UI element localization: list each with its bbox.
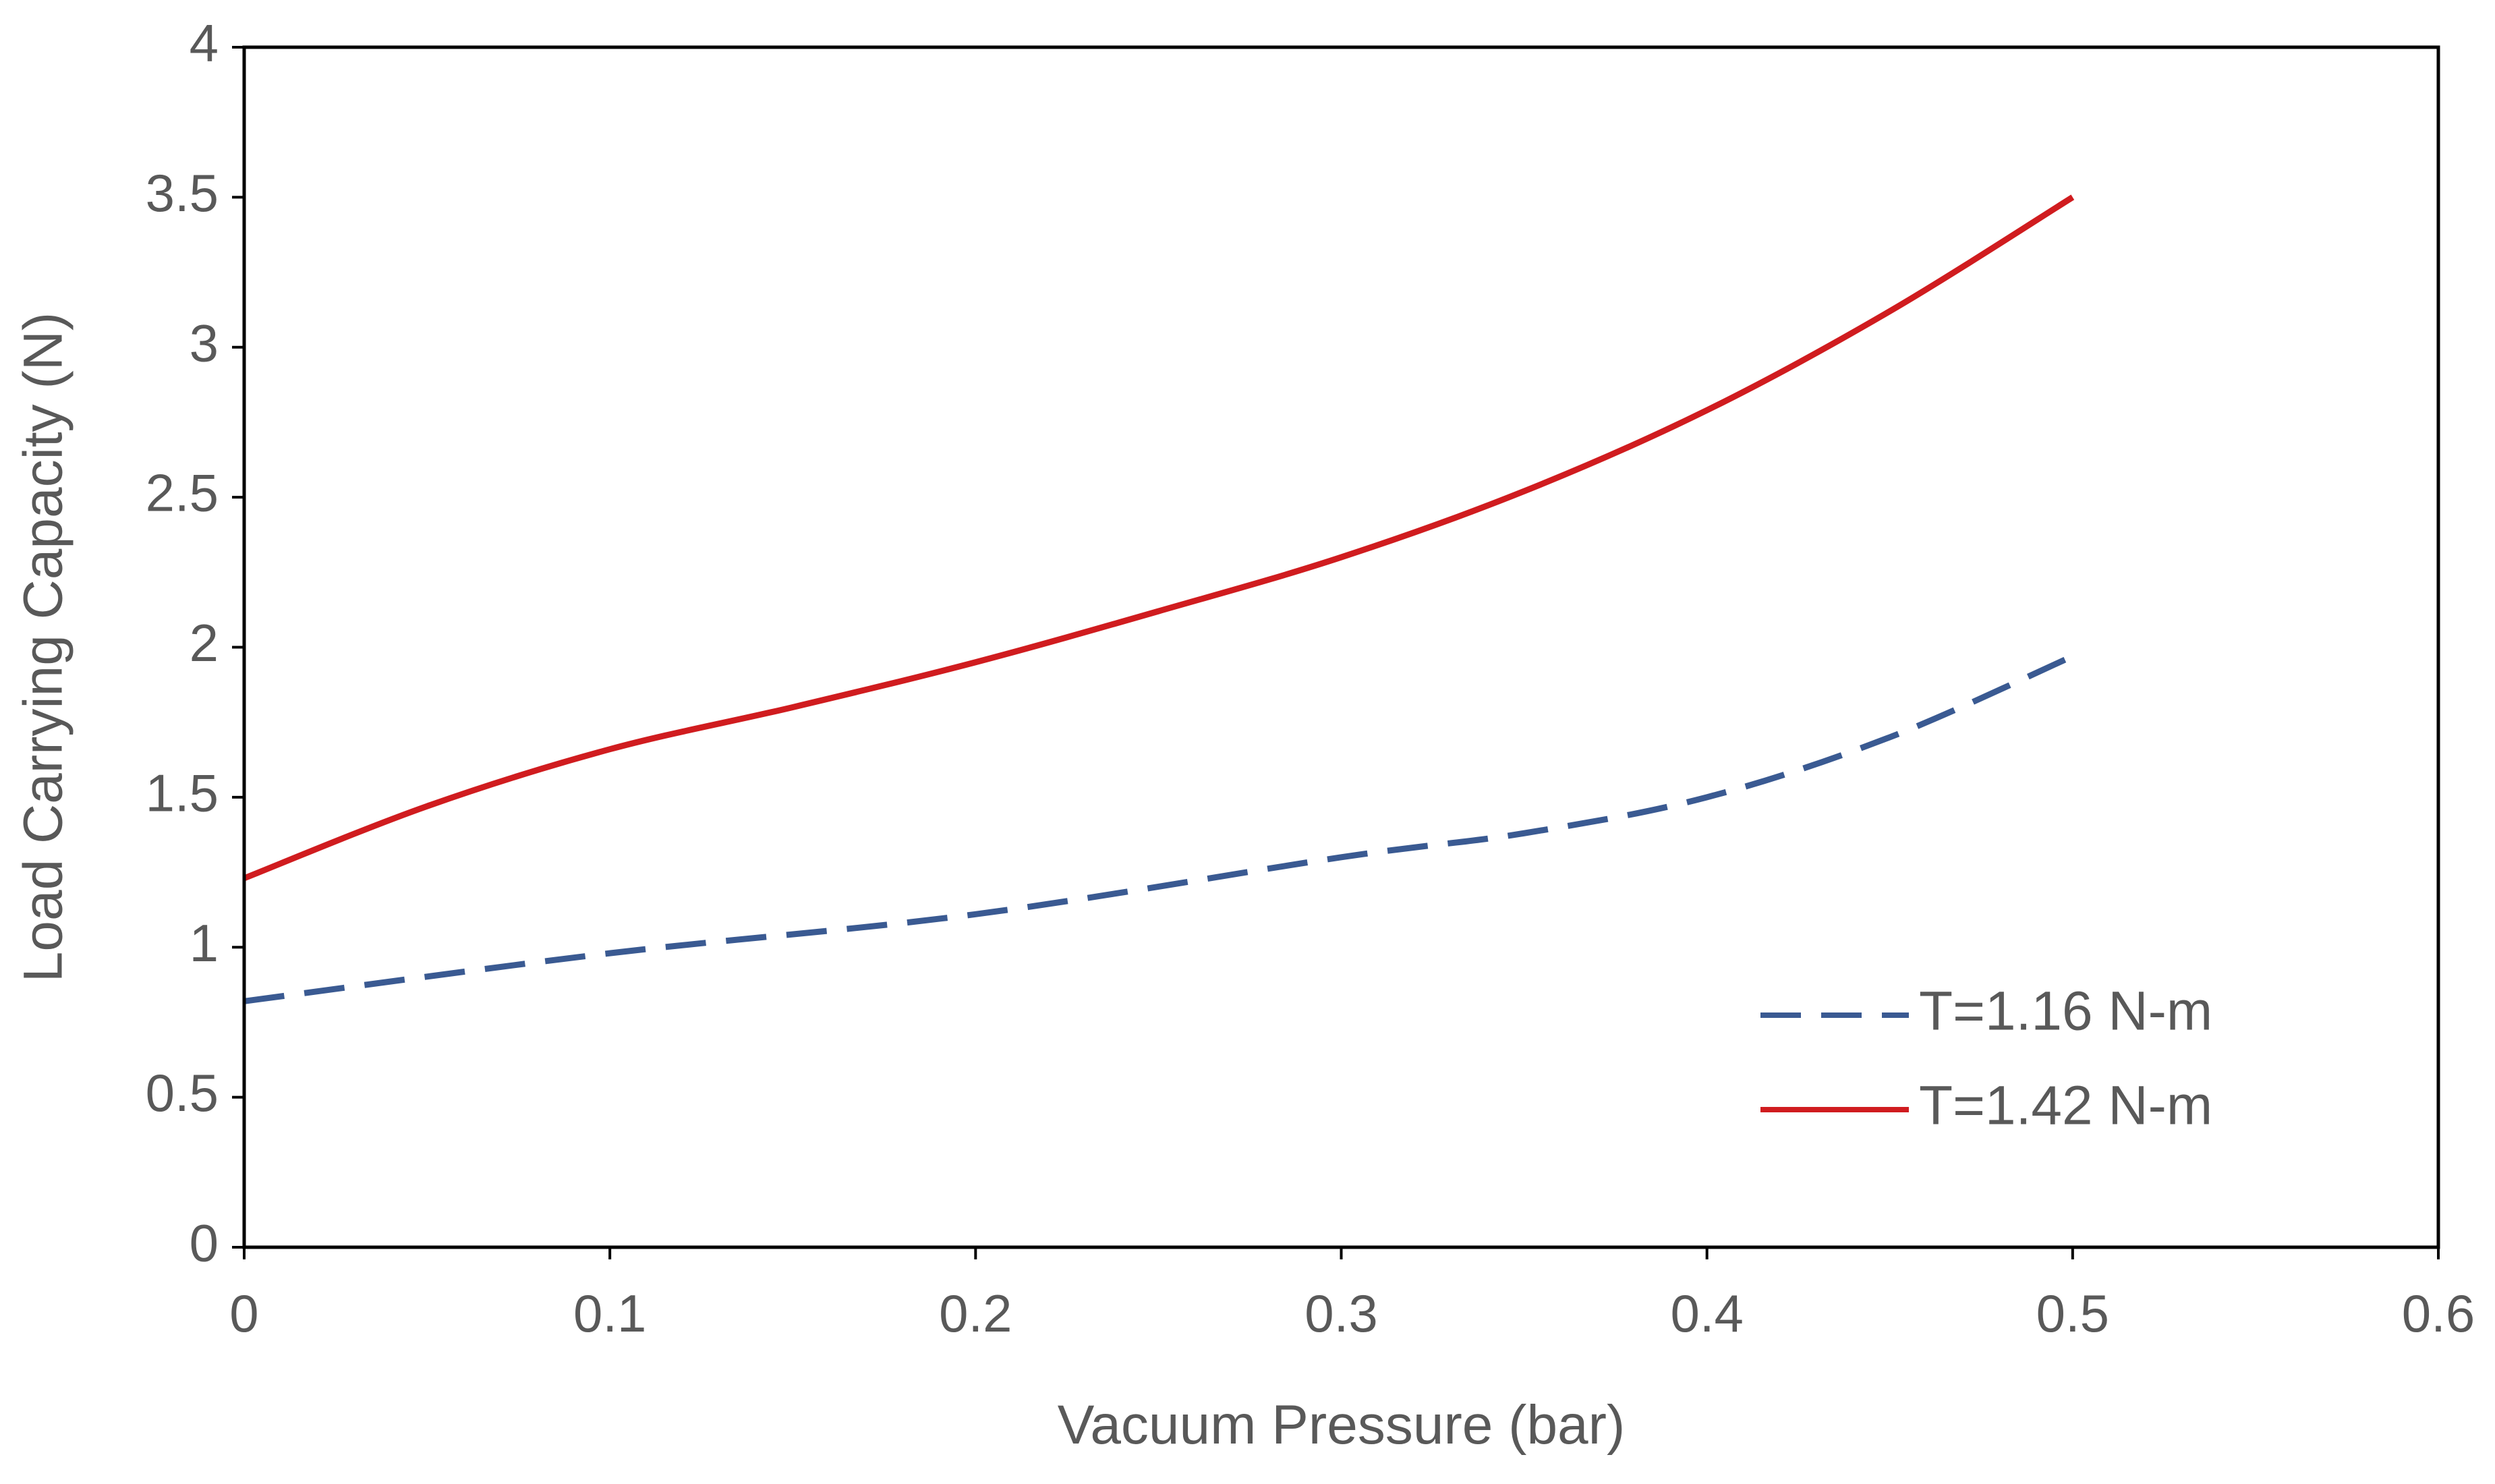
x-tick-label: 0.4: [1670, 1284, 1743, 1343]
y-tick-label: 4: [190, 13, 219, 73]
y-tick-label: 2: [190, 613, 219, 673]
y-tick-label: 3.5: [146, 163, 219, 223]
x-tick-label: 0: [229, 1284, 258, 1343]
x-tick-label: 0.1: [573, 1284, 646, 1343]
y-tick-label: 1.5: [146, 763, 219, 822]
y-axis-ticks: 0 0.5 1 1.5 2 2.5 3 3.5 4: [146, 13, 244, 1273]
plot-area-frame: [242, 45, 2440, 1249]
y-tick-label: 3: [190, 313, 219, 372]
x-tick-label: 0.6: [2402, 1284, 2475, 1343]
y-tick-label: 1: [190, 913, 219, 973]
x-tick-label: 0.2: [939, 1284, 1012, 1343]
series-line-t116: [243, 653, 2074, 1004]
y-tick-label: 0: [190, 1214, 219, 1273]
y-axis-title: Load Carrying Capacity (N): [13, 312, 74, 983]
legend: T=1.16 N-m T=1.42 N-m: [1760, 981, 2212, 1137]
x-tick-label: 0.3: [1304, 1284, 1377, 1343]
series-line-t142: [243, 194, 2075, 882]
legend-label-t116: T=1.16 N-m: [1919, 981, 2212, 1042]
legend-label-t142: T=1.42 N-m: [1919, 1075, 2212, 1137]
x-axis-ticks: 0 0.1 0.2 0.3 0.4 0.5 0.6: [229, 1247, 2475, 1343]
series-layer: [243, 194, 2075, 1004]
y-tick-label: 0.5: [146, 1063, 219, 1122]
x-axis-title: Vacuum Pressure (bar): [1058, 1394, 1626, 1456]
x-tick-label: 0.5: [2036, 1284, 2109, 1343]
y-tick-label: 2.5: [146, 463, 219, 523]
